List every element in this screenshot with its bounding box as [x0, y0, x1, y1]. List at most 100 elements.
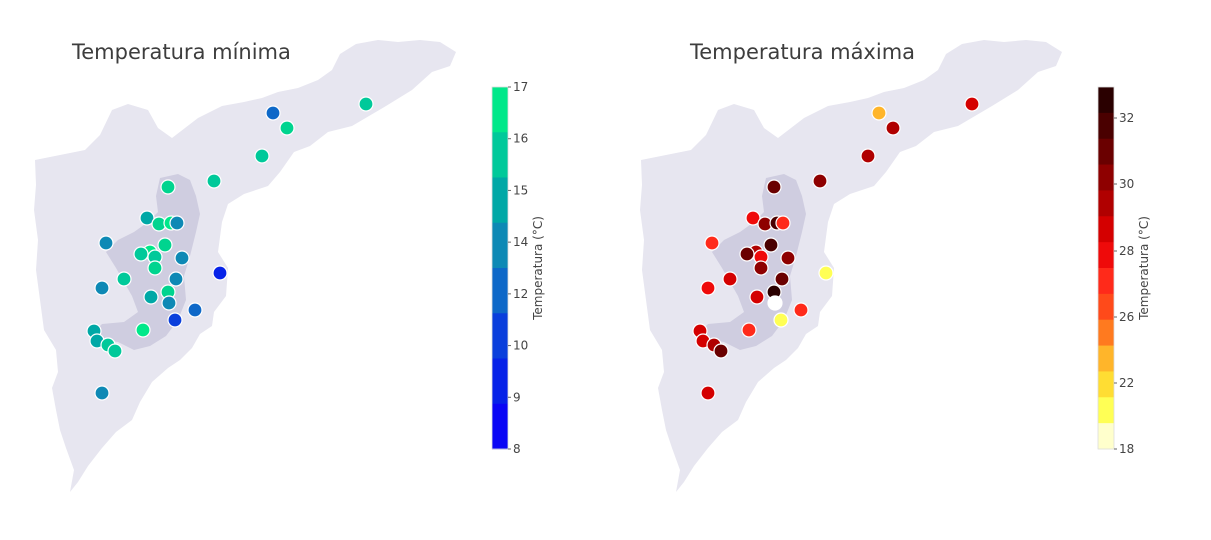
colorbar-label: Temperatura (°C) — [1137, 216, 1151, 321]
colorbar-segment — [1098, 216, 1114, 243]
station-marker[interactable] — [753, 260, 769, 276]
colorbar-frame — [1097, 86, 1115, 450]
station-marker[interactable] — [94, 385, 110, 401]
station-marker[interactable] — [763, 237, 779, 253]
region-outline — [640, 40, 1062, 492]
station-marker[interactable] — [885, 120, 901, 136]
colorbar-tick-label: 18 — [1119, 442, 1134, 456]
region-map — [34, 40, 456, 492]
colorbar: 17 16 15 14 12 10 9 8 Temperatura (°C) — [491, 80, 545, 456]
map-canvas-min[interactable]: 17 16 15 14 12 10 9 8 Temperatura (°C) — [0, 0, 605, 540]
colorbar-tick-label: 28 — [1119, 244, 1134, 258]
station-marker[interactable] — [160, 179, 176, 195]
station-marker[interactable] — [780, 250, 796, 266]
colorbar-segment — [1098, 397, 1114, 424]
colorbar-label: Temperatura (°C) — [531, 216, 545, 321]
colorbar-segment — [492, 268, 508, 314]
station-marker[interactable] — [157, 237, 173, 253]
colorbar-segment — [1098, 138, 1114, 166]
colorbar-segment — [1098, 371, 1114, 398]
station-marker[interactable] — [358, 96, 374, 112]
colorbar-tick-label: 8 — [513, 442, 521, 456]
station-marker[interactable] — [107, 343, 123, 359]
station-marker[interactable] — [767, 295, 783, 311]
station-marker[interactable] — [94, 280, 110, 296]
map-canvas-max[interactable]: 32 30 28 26 22 18 Temperatura (°C) — [606, 0, 1211, 540]
station-marker[interactable] — [713, 343, 729, 359]
colorbar-segment — [1098, 293, 1114, 321]
colorbar-segment — [492, 313, 508, 359]
station-marker[interactable] — [812, 173, 828, 189]
station-marker[interactable] — [964, 96, 980, 112]
colorbar-segment — [492, 87, 508, 133]
station-marker[interactable] — [739, 246, 755, 262]
colorbar-segment — [1098, 190, 1114, 217]
colorbar-tick-label: 9 — [513, 390, 521, 404]
station-marker[interactable] — [174, 250, 190, 266]
station-marker[interactable] — [135, 322, 151, 338]
colorbar-tick-label: 10 — [513, 339, 528, 353]
colorbar-segment — [492, 132, 508, 178]
station-marker[interactable] — [860, 148, 876, 164]
colorbar-frame — [491, 86, 509, 450]
station-marker[interactable] — [212, 265, 228, 281]
station-marker[interactable] — [98, 235, 114, 251]
station-marker[interactable] — [722, 271, 738, 287]
station-marker[interactable] — [169, 215, 185, 231]
station-marker[interactable] — [167, 312, 183, 328]
colorbar-segment — [492, 403, 508, 450]
station-marker[interactable] — [143, 289, 159, 305]
region-outline — [34, 40, 456, 492]
colorbar-segment — [1098, 112, 1114, 140]
station-marker[interactable] — [133, 246, 149, 262]
colorbar: 32 30 28 26 22 18 Temperatura (°C) — [1097, 86, 1151, 456]
station-marker[interactable] — [773, 312, 789, 328]
station-marker[interactable] — [741, 322, 757, 338]
station-marker[interactable] — [871, 105, 887, 121]
station-marker[interactable] — [704, 235, 720, 251]
colorbar-segment — [1098, 319, 1114, 347]
station-marker[interactable] — [279, 120, 295, 136]
station-marker[interactable] — [774, 271, 790, 287]
station-marker[interactable] — [139, 210, 155, 226]
colorbar-tick-label: 16 — [513, 132, 528, 146]
station-marker[interactable] — [206, 173, 222, 189]
colorbar-segment — [492, 177, 508, 224]
colorbar-tick-label: 14 — [513, 235, 528, 249]
colorbar-tick-label: 15 — [513, 183, 528, 197]
colorbar-segment — [1098, 268, 1114, 295]
colorbar-segment — [1098, 423, 1114, 450]
map-title-max: Temperatura máxima — [690, 40, 916, 64]
station-marker[interactable] — [745, 210, 761, 226]
colorbar-segment — [1098, 87, 1114, 114]
station-marker[interactable] — [254, 148, 270, 164]
colorbar-tick-label: 32 — [1119, 111, 1134, 125]
region-map — [640, 40, 1062, 492]
colorbar-tick-label: 22 — [1119, 376, 1134, 390]
station-marker[interactable] — [793, 302, 809, 318]
station-marker[interactable] — [168, 271, 184, 287]
colorbar-tick-label: 12 — [513, 287, 528, 301]
station-marker[interactable] — [775, 215, 791, 231]
colorbar-tick-label: 30 — [1119, 177, 1134, 191]
station-marker[interactable] — [147, 260, 163, 276]
colorbar-tick-label: 26 — [1119, 310, 1134, 324]
map-panel-max: 32 30 28 26 22 18 Temperatura (°C) Temperatura… — [606, 0, 1211, 540]
map-panel-min: 17 16 15 14 12 10 9 8 Temperatura (°C) Temperatu… — [0, 0, 605, 540]
station-marker[interactable] — [818, 265, 834, 281]
map-title-min: Temperatura mínima — [72, 40, 291, 64]
station-marker[interactable] — [265, 105, 281, 121]
colorbar-tick-label: 17 — [513, 80, 528, 94]
station-marker[interactable] — [700, 385, 716, 401]
station-marker[interactable] — [116, 271, 132, 287]
colorbar-segment — [1098, 164, 1114, 191]
station-marker[interactable] — [700, 280, 716, 296]
station-marker[interactable] — [187, 302, 203, 318]
station-marker[interactable] — [161, 295, 177, 311]
colorbar-segment — [492, 222, 508, 269]
station-marker[interactable] — [749, 289, 765, 305]
colorbar-segment — [1098, 242, 1114, 269]
colorbar-segment — [492, 358, 508, 405]
station-marker[interactable] — [766, 179, 782, 195]
colorbar-segment — [1098, 345, 1114, 372]
